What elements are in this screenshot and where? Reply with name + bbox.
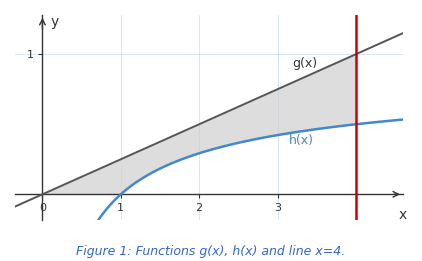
Text: g(x): g(x) bbox=[292, 57, 317, 70]
Text: h(x): h(x) bbox=[289, 134, 314, 147]
Text: y: y bbox=[50, 15, 59, 29]
Text: x: x bbox=[399, 208, 407, 222]
Text: Figure 1: Functions g(x), h(x) and line x=4.: Figure 1: Functions g(x), h(x) and line … bbox=[76, 245, 346, 258]
